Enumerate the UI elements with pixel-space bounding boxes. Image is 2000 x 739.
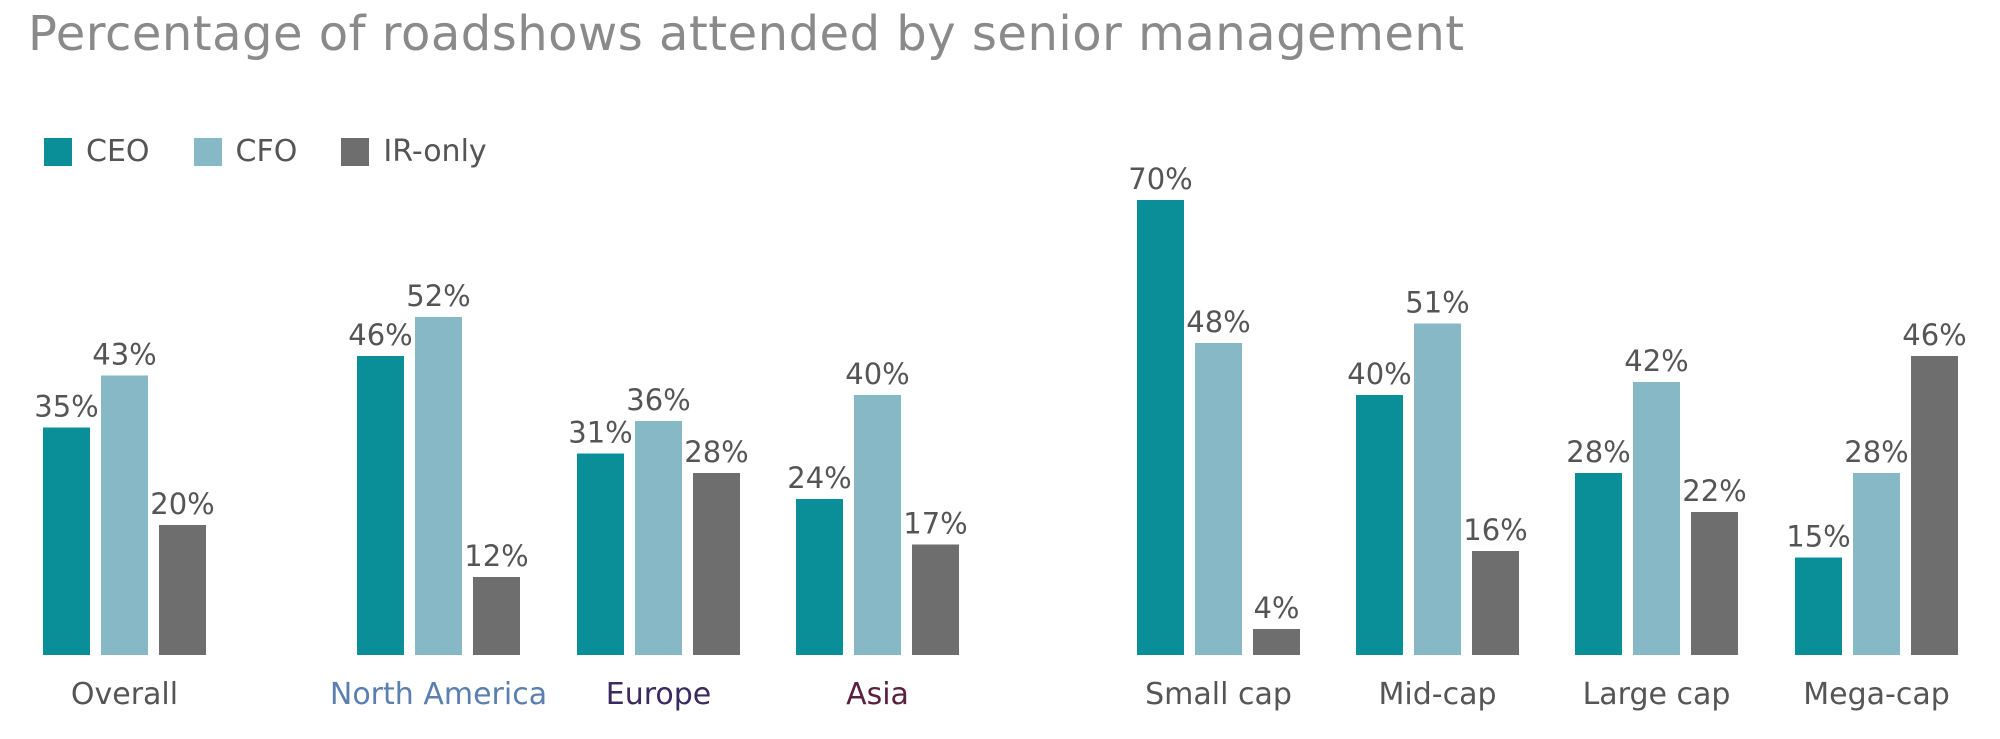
chart-title: Percentage of roadshows attended by seni… [28,6,1465,62]
category-label-asia: Asia [846,677,909,712]
value-label-ceo-asia: 24% [787,461,851,495]
value-label-ir-only-north-america: 12% [464,539,528,573]
bar-ir-only-europe [693,473,740,655]
bar-cfo-north-america [415,317,462,655]
bar-ceo-asia [796,499,843,655]
bar-ir-only-asia [912,544,959,655]
value-label-ir-only-europe: 28% [684,435,748,469]
bar-cfo-mid-cap [1414,323,1461,655]
value-label-ir-only-large-cap: 22% [1682,474,1746,508]
bar-cfo-europe [635,421,682,655]
value-label-ir-only-asia: 17% [903,507,967,541]
legend-label-cfo: CFO [235,134,298,169]
bar-ceo-north-america [357,356,404,655]
category-label-overall: Overall [71,677,178,712]
bar-cfo-asia [854,395,901,655]
legend-label-ir-only: IR-only [383,134,487,169]
bar-ceo-large-cap [1575,473,1622,655]
value-label-ceo-small-cap: 70% [1128,162,1192,196]
legend-swatch-cfo [193,137,222,166]
legend-label-ceo: CEO [86,134,150,169]
value-label-ceo-large-cap: 28% [1566,435,1630,469]
value-label-ir-only-mega-cap: 46% [1902,318,1966,352]
bar-ir-only-mega-cap [1911,356,1958,655]
category-label-mid-cap: Mid-cap [1378,677,1496,712]
value-label-ceo-mega-cap: 15% [1786,520,1850,554]
bar-ceo-mega-cap [1795,557,1842,655]
legend-item-ir-only: IR-only [341,134,487,169]
bar-ceo-mid-cap [1356,395,1403,655]
value-label-cfo-asia: 40% [845,357,909,391]
category-label-mega-cap: Mega-cap [1803,677,1950,712]
value-label-cfo-overall: 43% [92,338,156,372]
bar-ceo-overall [43,427,90,655]
value-label-ir-only-mid-cap: 16% [1463,513,1527,547]
bar-cfo-small-cap [1195,343,1242,655]
value-label-ceo-mid-cap: 40% [1347,357,1411,391]
legend-item-ceo: CEO [44,134,150,169]
bar-ir-only-north-america [473,577,520,655]
bar-ir-only-small-cap [1253,629,1300,655]
bar-ir-only-overall [159,525,206,655]
category-label-large-cap: Large cap [1583,677,1731,712]
category-label-north-america: North America [330,677,547,712]
value-label-cfo-small-cap: 48% [1186,305,1250,339]
legend: CEO CFO IR-only [44,134,531,169]
bar-cfo-large-cap [1633,382,1680,655]
bar-ceo-europe [577,453,624,655]
value-label-ceo-north-america: 46% [348,318,412,352]
value-label-ir-only-small-cap: 4% [1253,591,1299,625]
value-label-ceo-overall: 35% [34,390,98,424]
value-label-cfo-large-cap: 42% [1624,344,1688,378]
value-label-cfo-north-america: 52% [406,279,470,313]
category-label-small-cap: Small cap [1145,677,1292,712]
bar-ceo-small-cap [1137,200,1184,655]
value-label-cfo-mega-cap: 28% [1844,435,1908,469]
value-label-ceo-europe: 31% [568,416,632,450]
category-label-europe: Europe [606,677,712,712]
legend-item-cfo: CFO [193,134,298,169]
legend-swatch-ceo [44,137,72,166]
legend-swatch-ir-only [341,137,370,166]
value-label-ir-only-overall: 20% [150,487,214,521]
bar-cfo-mega-cap [1853,473,1900,655]
bar-cfo-overall [101,375,148,655]
bar-ir-only-mid-cap [1472,551,1519,655]
bar-ir-only-large-cap [1691,512,1738,655]
value-label-cfo-mid-cap: 51% [1405,286,1469,320]
value-label-cfo-europe: 36% [626,383,690,417]
